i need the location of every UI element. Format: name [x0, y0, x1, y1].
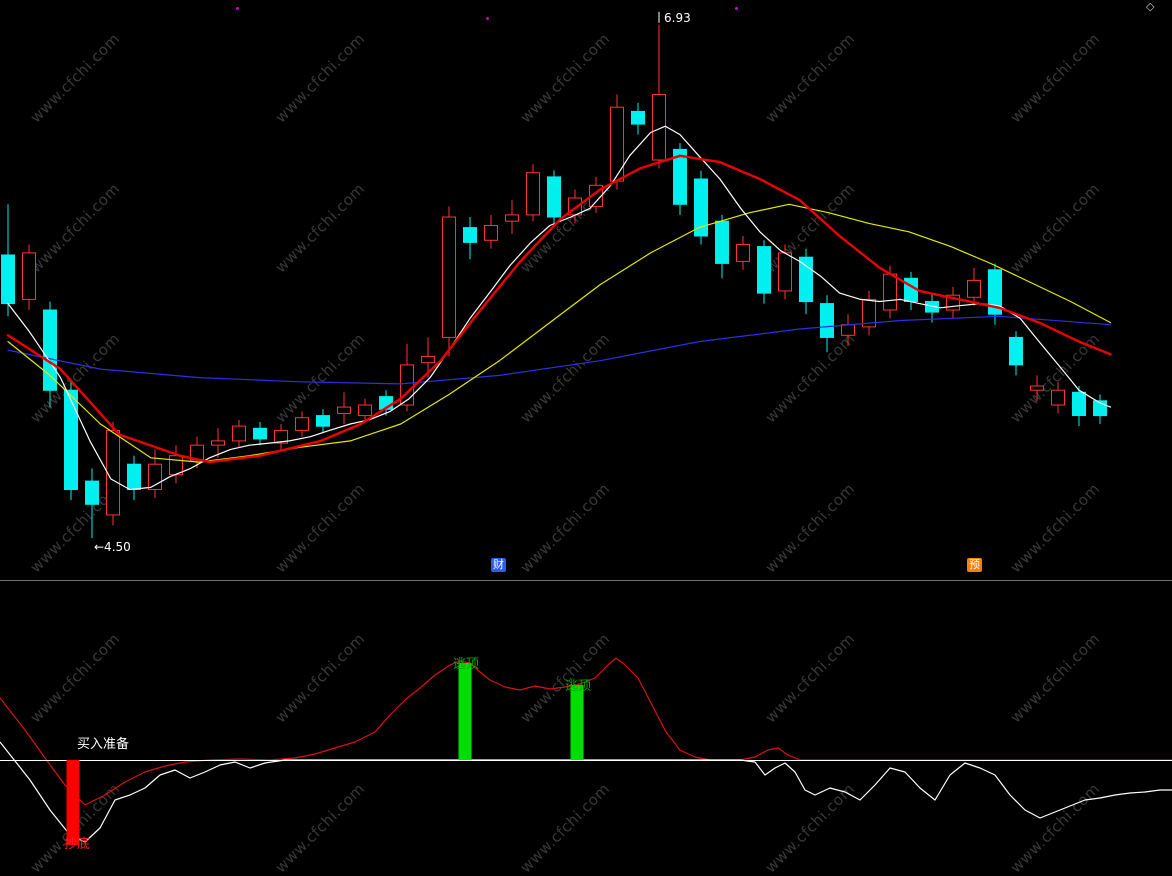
candle-body: [841, 324, 855, 336]
candle-body: [463, 227, 477, 243]
top-signal-bar: [570, 685, 584, 760]
line-signal-white: [0, 741, 1172, 843]
candle-body: [22, 252, 36, 300]
bottom-signal-bar: [66, 760, 80, 845]
candle-body: [967, 279, 981, 298]
candle-body: [1051, 389, 1065, 406]
candle-body: [400, 364, 414, 406]
candle-body: [925, 301, 939, 313]
candle-body: [715, 220, 729, 264]
candle-body: [547, 176, 561, 218]
candle-body: [505, 214, 519, 222]
bottom-signal-label: 抄底: [64, 837, 91, 852]
candle-body: [1030, 385, 1044, 391]
candle-body: [106, 429, 120, 516]
candle-body: [316, 415, 330, 427]
kline-panel: [1, 11, 1112, 539]
top-signal-bar: [458, 663, 472, 760]
candle-body: [127, 463, 141, 491]
candle-body: [799, 256, 813, 303]
candle-body: [883, 273, 897, 311]
line-trend-red: [6, 154, 1112, 464]
candle-body: [274, 429, 288, 444]
candle-body: [337, 406, 351, 414]
marker-dot-icon: [486, 17, 489, 20]
marker-dot-icon: [735, 7, 738, 10]
candle-body: [1072, 391, 1086, 416]
candle-body: [631, 110, 645, 125]
candle-body: [778, 252, 792, 292]
marker-dot-icon: [236, 7, 239, 10]
top-signal-label-1: 逃顶: [453, 657, 480, 672]
candle-body: [988, 269, 1002, 315]
diamond-icon: ◇: [1146, 0, 1155, 13]
candle-body: [211, 440, 225, 446]
candle-body: [421, 355, 435, 364]
candle-body: [694, 178, 708, 237]
line-ma-fast-white: [7, 125, 1112, 491]
candle-body: [85, 480, 99, 505]
candle-body: [484, 225, 498, 241]
line-ma-mid-yellow: [7, 203, 1112, 463]
candle-body: [862, 298, 876, 328]
candle-body: [232, 425, 246, 442]
lowest-price-annotation: ←4.50: [94, 540, 131, 554]
buy-prepare-label: 买入准备: [77, 737, 130, 752]
highest-price-annotation: 6.93: [664, 10, 691, 25]
candle-body: [1, 254, 15, 305]
indicator-panel: [0, 657, 1172, 845]
candle-body: [820, 303, 834, 338]
event-marker-cai[interactable]: 财: [491, 558, 506, 572]
line-ma-slow-blue: [7, 315, 1112, 385]
candle-body: [526, 172, 540, 216]
top-signal-label-2: 逃顶: [565, 679, 592, 694]
candle-body: [442, 216, 456, 338]
candle-body: [652, 94, 666, 161]
candle-body: [757, 246, 771, 294]
candle-body: [253, 427, 267, 440]
event-marker-yu[interactable]: 预: [967, 558, 982, 572]
candle-body: [673, 148, 687, 205]
candle-body: [43, 309, 57, 391]
candle-body: [1009, 336, 1023, 366]
candle-body: [736, 244, 750, 262]
candle-body: [358, 404, 372, 417]
candle-body: [610, 106, 624, 182]
candle-body: [295, 417, 309, 431]
candle-body: [64, 389, 78, 491]
line-signal-red: [0, 657, 1172, 806]
